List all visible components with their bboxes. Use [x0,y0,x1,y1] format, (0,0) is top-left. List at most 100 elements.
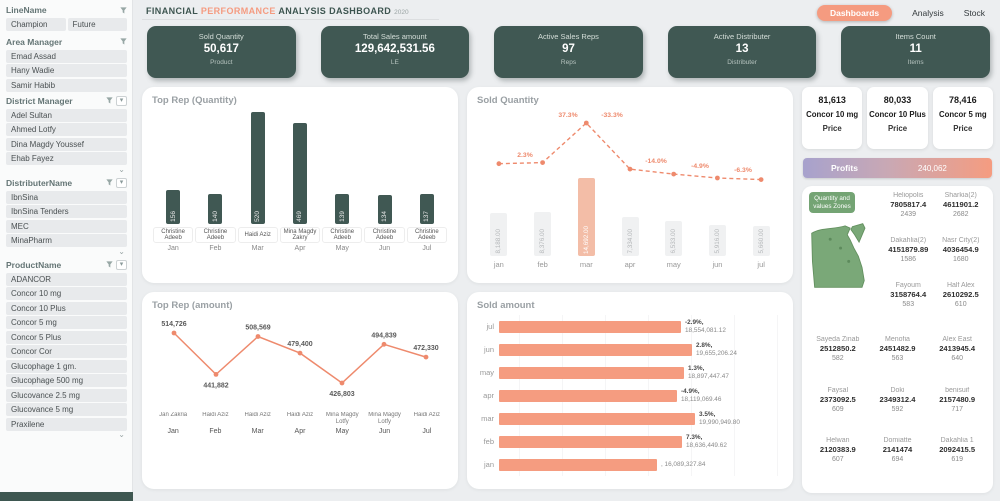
filter-option[interactable]: Glucovance 5 mg [6,403,127,416]
chevron-down-icon[interactable]: ▾ [116,177,127,188]
hbar-row[interactable]: jun 2.8%, 19,655,206.24 [477,338,783,361]
zone-item[interactable]: Dakahlia(2) 4151879.89 1586 [882,237,935,263]
sq-bar-slot[interactable]: 5,916.00 [696,225,740,256]
scroll-more-icon[interactable]: ⌄ [118,430,125,439]
tab-stock[interactable]: Stock [963,7,985,18]
hbar-row[interactable]: jul -2.9%, 18,554,081.12 [477,315,783,338]
chevron-down-icon[interactable]: ▾ [116,95,127,106]
filter-funnel-icon[interactable] [106,261,113,268]
hbar-row[interactable]: feb 7.3%, 18,636,449.62 [477,430,783,453]
bar-column[interactable]: 140 Christine Adeeb Feb [194,110,236,252]
bar-column[interactable]: 469 Mina Magdy Zakry Apr [279,110,321,252]
zone-item[interactable]: Menofia 2451482.9 563 [868,336,928,362]
sq-bar-slot[interactable]: 5,660.00 [739,226,783,256]
filter-option[interactable]: Samir Habib [6,78,127,92]
chevron-down-icon[interactable]: ▾ [116,259,127,270]
quantity-bar[interactable]: 134 [377,195,392,224]
filter-option[interactable]: IbnSina Tenders [6,205,127,218]
filter-option[interactable]: Concor 10 Plus [6,301,127,315]
zone-item[interactable]: Domiatte 2141474 694 [868,437,928,463]
kpi-card[interactable]: Active Distributer 13 Distributer [667,26,817,78]
zone-item[interactable]: benisuif 2157480.9 717 [927,387,987,413]
filter-option[interactable]: Concor 10 mg [6,287,127,300]
tra-rep[interactable]: Haidi Aziz Jul [406,412,448,435]
amount-bar[interactable] [499,366,684,379]
kpi-card[interactable]: Items Count 11 Items [841,26,990,78]
quantity-bar[interactable]: 469 [292,123,307,224]
bar-column[interactable]: 134 Christine Adeeb Jun [363,110,405,252]
tab-dashboards[interactable]: Dashboards [816,4,893,21]
price-card[interactable]: 81,613 Concor 10 mg Price [802,87,863,149]
bar-column[interactable]: 139 Christine Adeeb May [321,110,363,252]
hbar-row[interactable]: jan , 16,089,327.84 [477,453,783,476]
tab-analysis[interactable]: Analysis [912,7,944,18]
filter-option[interactable]: MinaPharm [6,234,127,247]
filter-option[interactable]: Glucophage 1 gm. [6,359,127,373]
zone-item[interactable]: Half Alex 2610292.5 610 [935,282,988,308]
zone-item[interactable]: Doki 2349312.4 592 [868,387,928,413]
quantity-bar[interactable]: 156 [166,190,181,224]
amount-bar[interactable] [499,435,682,448]
amount-bar[interactable] [499,412,695,425]
sq-bar-slot[interactable]: 14,692.00 [564,178,608,256]
price-card[interactable]: 78,416 Concor 5 mg Price [932,87,993,149]
sq-bar-slot[interactable]: 8,188.00 [477,213,521,256]
zone-item[interactable]: Fayoum 3158764.4 583 [882,282,935,308]
filter-option[interactable]: IbnSina [6,190,127,204]
filter-option[interactable]: Emad Assad [6,49,127,63]
sq-bar[interactable]: 8,376.00 [534,212,552,256]
filter-funnel-icon[interactable] [120,38,127,45]
filter-option[interactable]: Concor 5 mg [6,316,127,329]
profits-bar[interactable]: Profits 240,062 [803,158,992,178]
filter-option[interactable]: Future [67,18,127,31]
bar-column[interactable]: 520 Haidi Aziz Mar [237,110,279,252]
filter-option[interactable]: ADANCOR [6,272,127,286]
hbar-row[interactable]: mar 3.5%, 19,990,949.80 [477,407,783,430]
filter-option[interactable]: Dina Magdy Youssef [6,137,127,151]
sq-bar[interactable]: 14,692.00 [577,178,595,256]
filter-option[interactable]: MEC [6,219,127,233]
quantity-bar[interactable]: 137 [419,194,434,224]
filter-funnel-icon[interactable] [106,179,113,186]
price-card[interactable]: 80,033 Concor 10 Plus Price [867,87,928,149]
scroll-more-icon[interactable]: ⌄ [118,246,125,256]
zone-item[interactable]: Nasr City(2) 4036454.9 1680 [935,237,988,263]
tra-rep[interactable]: Jan Zakria Jan [152,412,194,435]
filter-option[interactable]: Adel Sultan [6,108,127,122]
sq-bar-slot[interactable]: 6,533.00 [652,221,696,256]
zone-item[interactable]: Heliopolis 7805817.4 2439 [882,192,935,218]
quantity-bar[interactable]: 139 [335,194,350,224]
tra-rep[interactable]: Haidi Aziz Mar [237,412,279,435]
filter-option[interactable]: Ehab Fayez [6,152,127,165]
zone-item[interactable]: Sharkia(2) 4611901.2 2682 [935,192,988,218]
filter-funnel-icon[interactable] [120,6,127,14]
zone-item[interactable]: Faysal 2373092.5 609 [808,387,868,413]
kpi-card[interactable]: Active Sales Reps 97 Reps [494,26,643,78]
zone-item[interactable]: Alex East 2413945.4 640 [927,336,987,362]
zone-item[interactable]: Sayeda Zinab 2512850.2 582 [808,336,868,362]
sq-bar[interactable]: 8,188.00 [490,213,508,256]
filter-funnel-icon[interactable] [106,97,113,104]
zone-item[interactable]: Dakahlia 1 2092415.5 619 [927,437,987,463]
egypt-map-icon[interactable] [808,204,882,304]
bar-column[interactable]: 137 Christine Adeeb Jul [406,110,448,252]
filter-option[interactable]: Ahmed Lotfy [6,123,127,136]
bar-column[interactable]: 156 Christine Adeeb Jan [152,110,194,252]
filter-option[interactable]: Glucovance 2.5 mg [6,388,127,402]
sq-bar[interactable]: 7,334.00 [621,217,639,256]
hbar-row[interactable]: may 1.3%, 18,897,447.47 [477,361,783,384]
filter-option[interactable]: Praxilene [6,417,127,431]
amount-bar[interactable] [499,389,677,402]
amount-bar[interactable] [499,458,657,471]
filter-option[interactable]: Concor Cor [6,345,127,358]
filter-option[interactable]: Hany Wadie [6,64,127,77]
sq-bar-slot[interactable]: 8,376.00 [521,212,565,256]
tra-rep[interactable]: Mina Magdy Lotfy May [321,412,363,435]
kpi-card[interactable]: Sold Quantity 50,617 Product [147,26,296,78]
zone-item[interactable]: Helwan 2120383.9 607 [808,437,868,463]
sq-bar[interactable]: 5,916.00 [708,225,726,256]
tra-rep[interactable]: Haidi Aziz Feb [194,412,236,435]
filter-option[interactable]: Champion [6,18,66,31]
sq-bar[interactable]: 6,533.00 [665,221,683,256]
tra-rep[interactable]: Mina Magdy Lotfy Jun [363,412,405,435]
